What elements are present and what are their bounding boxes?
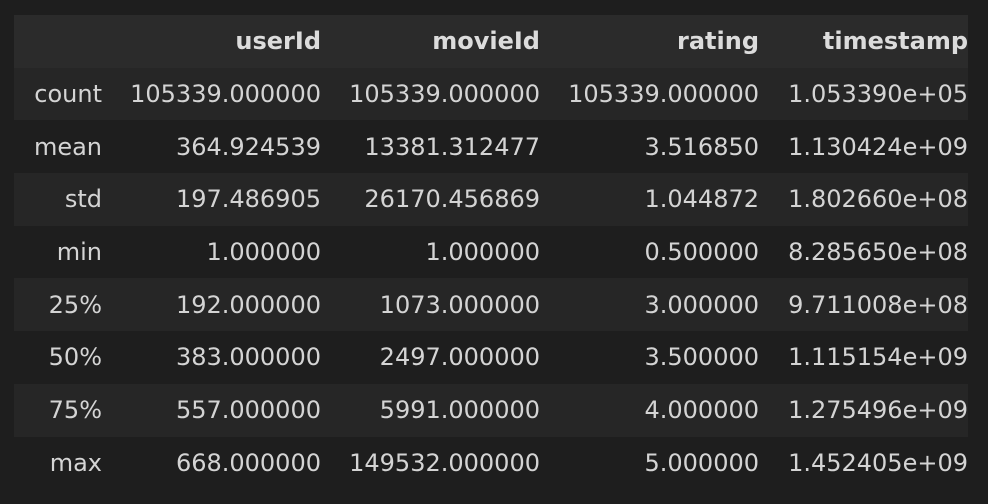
column-header-timestamp: timestamp — [822, 27, 968, 56]
table-cell: 1.053390e+05 — [788, 80, 968, 109]
column-header-userid: userId — [235, 27, 321, 56]
row-label: mean — [33, 132, 102, 161]
table-row: min 1.000000 1.000000 0.500000 8.285650e… — [14, 225, 968, 279]
table-cell: 4.000000 — [644, 396, 759, 425]
table-row: mean 364.924539 13381.312477 3.516850 1.… — [14, 120, 968, 174]
column-header-movieid: movieId — [432, 27, 540, 56]
column-header-rating: rating — [677, 27, 759, 56]
table-cell: 1.000000 — [206, 238, 321, 267]
table-cell: 1.130424e+09 — [788, 132, 968, 161]
table-row: 50% 383.000000 2497.000000 3.500000 1.11… — [14, 331, 968, 384]
row-label: 25% — [48, 290, 102, 319]
table-cell: 364.924539 — [175, 132, 321, 161]
index-header — [14, 15, 102, 68]
table-cell: 668.000000 — [175, 448, 321, 477]
table-cell: 192.000000 — [175, 290, 321, 319]
table-row: 25% 192.000000 1073.000000 3.000000 9.71… — [14, 278, 968, 332]
table-row: max 668.000000 149532.000000 5.000000 1.… — [14, 436, 968, 490]
table-cell: 105339.000000 — [349, 80, 540, 109]
row-label: 50% — [48, 343, 102, 372]
table-cell: 105339.000000 — [568, 80, 759, 109]
table-cell: 9.711008e+08 — [788, 290, 968, 319]
table-cell: 197.486905 — [175, 185, 321, 214]
table-row: std 197.486905 26170.456869 1.044872 1.8… — [14, 173, 968, 226]
table-cell: 1.275496e+09 — [788, 396, 968, 425]
table-cell: 2497.000000 — [379, 343, 540, 372]
describe-table: userId movieId rating timestamp count 10… — [14, 15, 968, 490]
table-row: 75% 557.000000 5991.000000 4.000000 1.27… — [14, 383, 968, 437]
row-label: max — [49, 448, 102, 477]
table-cell: 5991.000000 — [379, 396, 540, 425]
table-cell: 13381.312477 — [364, 132, 540, 161]
table-cell: 1073.000000 — [379, 290, 540, 319]
table-cell: 105339.000000 — [130, 80, 321, 109]
table-cell: 1.802660e+08 — [788, 185, 968, 214]
table-cell: 1.044872 — [644, 185, 759, 214]
table-cell: 3.516850 — [644, 132, 759, 161]
table-cell: 1.115154e+09 — [788, 343, 968, 372]
table-body: count 105339.000000 105339.000000 105339… — [14, 67, 968, 490]
row-label: count — [34, 80, 102, 109]
table-cell: 5.000000 — [644, 448, 759, 477]
table-cell: 3.000000 — [644, 290, 759, 319]
table-cell: 557.000000 — [175, 396, 321, 425]
table-cell: 3.500000 — [644, 343, 759, 372]
table-header: userId movieId rating timestamp — [14, 15, 968, 68]
table-row: count 105339.000000 105339.000000 105339… — [14, 67, 968, 121]
table-cell: 8.285650e+08 — [788, 238, 968, 267]
header-row: userId movieId rating timestamp — [14, 15, 968, 68]
table-cell: 26170.456869 — [364, 185, 540, 214]
table-cell: 383.000000 — [175, 343, 321, 372]
table-cell: 0.500000 — [644, 238, 759, 267]
row-label: min — [56, 238, 102, 267]
row-label: std — [64, 185, 102, 214]
table-cell: 1.000000 — [425, 238, 540, 267]
table-cell: 1.452405e+09 — [788, 448, 968, 477]
table-cell: 149532.000000 — [349, 448, 540, 477]
row-label: 75% — [48, 396, 102, 425]
